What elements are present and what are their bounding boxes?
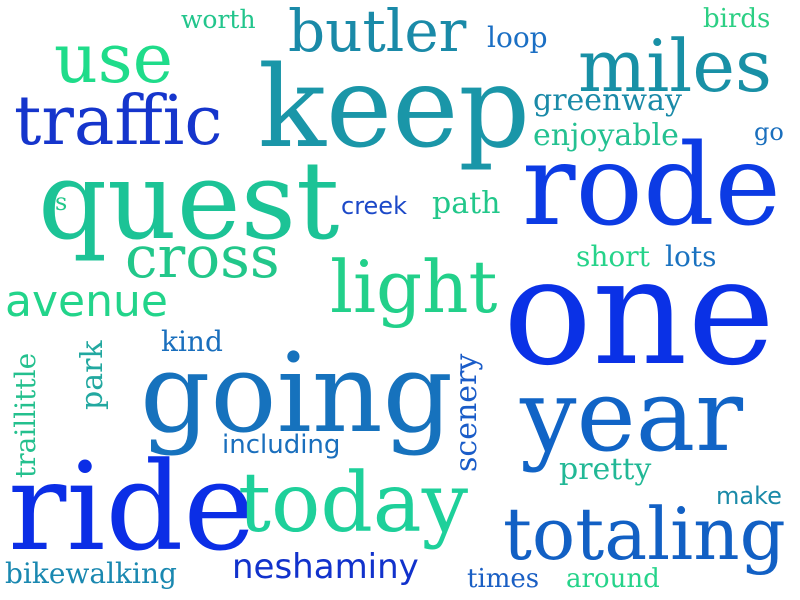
word-short: short: [576, 240, 650, 273]
word-park: park: [75, 340, 110, 410]
word-s: s: [55, 188, 68, 216]
word-neshaminy: neshaminy: [232, 547, 419, 587]
word-avenue: avenue: [5, 276, 168, 327]
word-year: year: [520, 357, 744, 474]
word-make: make: [716, 482, 782, 510]
word-traffic: traffic: [14, 82, 223, 161]
word-times: times: [467, 564, 540, 594]
word-totaling: totaling: [503, 492, 786, 576]
word-including: including: [222, 430, 341, 460]
word-ride: ride: [8, 436, 256, 578]
word-keep: keep: [258, 43, 531, 173]
word-butler: butler: [288, 0, 467, 65]
word-cross: cross: [125, 223, 280, 291]
word-worth: worth: [181, 5, 256, 34]
word-today: today: [238, 456, 469, 551]
word-birds: birds: [703, 4, 771, 34]
word-enjoyable: enjoyable: [533, 118, 679, 153]
word-loop: loop: [487, 21, 548, 54]
word-going: going: [140, 329, 454, 457]
word-kind: kind: [161, 325, 223, 358]
word-pretty: pretty: [559, 452, 652, 487]
word-scenery: scenery: [449, 353, 484, 472]
word-lots: lots: [665, 240, 717, 273]
word-creek: creek: [341, 192, 407, 220]
word-greenway: greenway: [533, 83, 682, 118]
word-bikewalking: bikewalking: [5, 557, 177, 590]
word-around: around: [566, 564, 660, 594]
word-quest: quest: [38, 139, 340, 264]
word-light: light: [330, 245, 498, 329]
word-path: path: [432, 186, 501, 221]
word-miles: miles: [578, 24, 772, 108]
word-go: go: [754, 118, 784, 146]
word-one: one: [503, 226, 776, 398]
word-use: use: [54, 20, 173, 99]
word-rode: rode: [522, 121, 781, 251]
